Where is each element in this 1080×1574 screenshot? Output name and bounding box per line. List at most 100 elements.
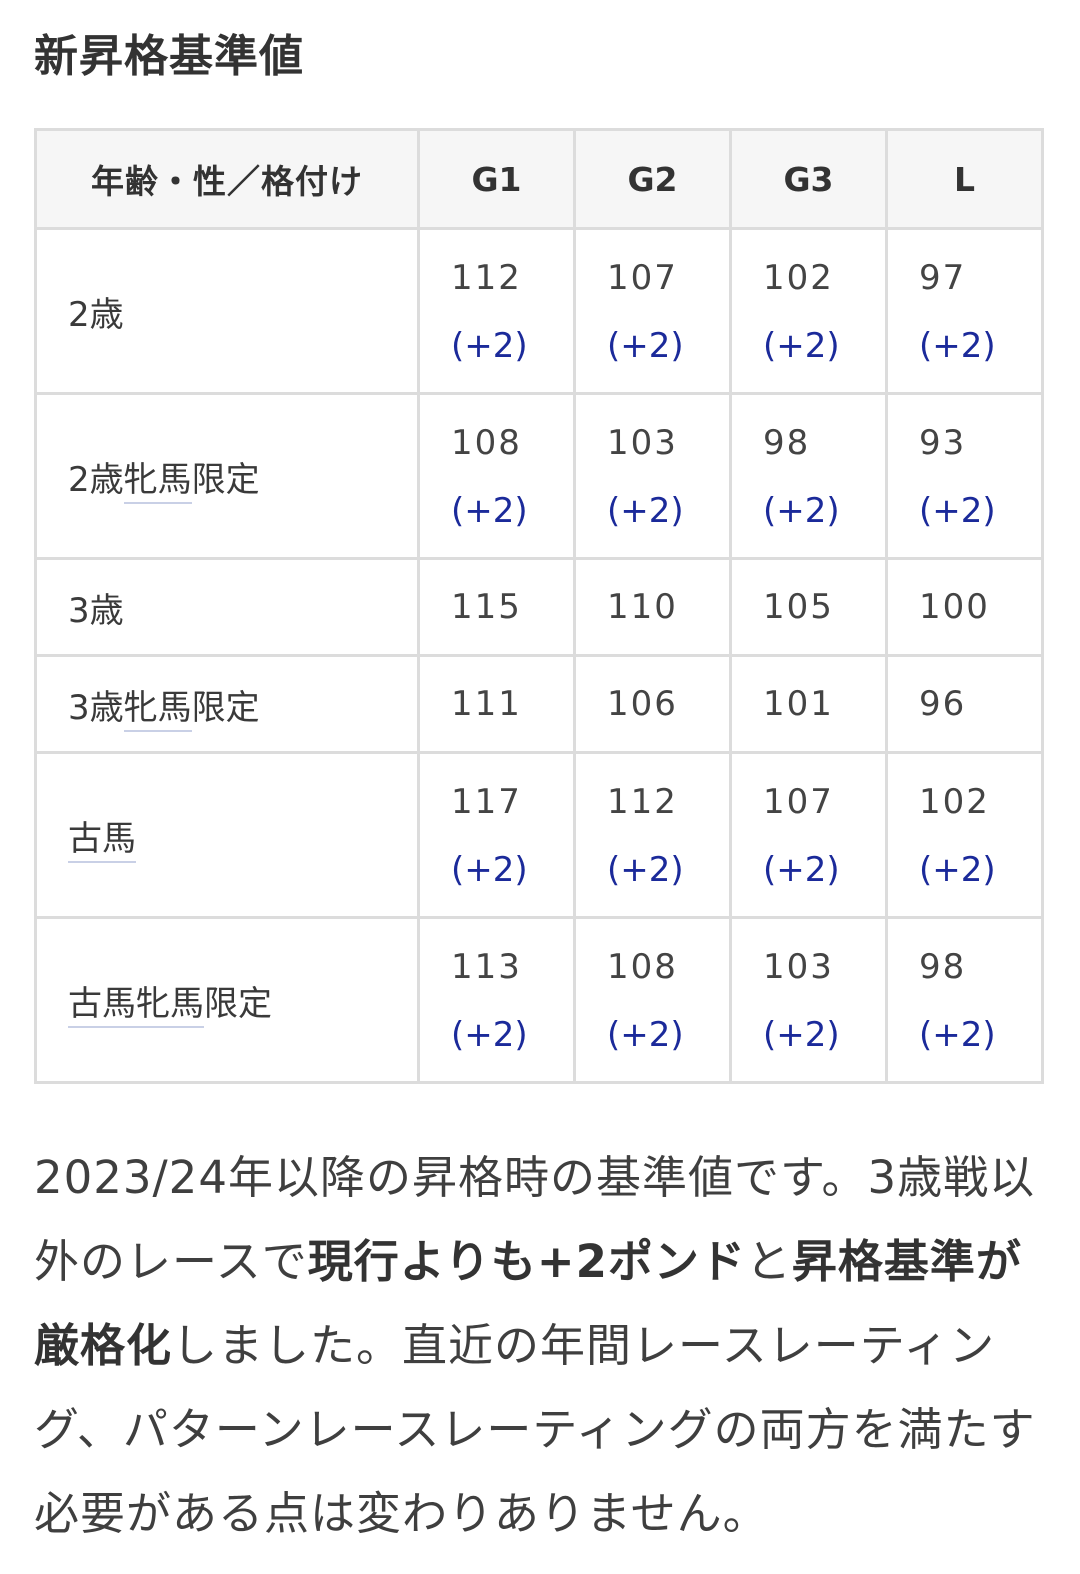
- table-row: 3歳 115 110 105 100: [34, 557, 1044, 657]
- cell-delta: (+2): [451, 1015, 528, 1055]
- row-label: 古馬: [34, 751, 420, 919]
- table-header-row: 年齢・性／格付け G1 G2 G3 L: [34, 128, 1044, 230]
- cell-value: 112: [451, 258, 522, 298]
- cell-value: 110: [607, 587, 678, 627]
- cell-delta: (+2): [919, 1015, 996, 1055]
- table-cell: 98 (+2): [729, 392, 888, 560]
- note-emphasis: 昇格基準が厳格化: [34, 1235, 1022, 1372]
- cell-value: 103: [763, 947, 834, 987]
- cell-delta: (+2): [451, 326, 528, 366]
- cell-delta: (+2): [451, 491, 528, 531]
- cell-value: 102: [919, 782, 990, 822]
- cell-value: 100: [919, 587, 990, 627]
- row-label-text: 3歳: [68, 687, 124, 728]
- cell-delta: (+2): [919, 850, 996, 890]
- table-cell: 108 (+2): [573, 916, 732, 1084]
- row-label: 3歳: [34, 557, 420, 657]
- table-row: 古馬牝馬限定 113 (+2) 108 (+2) 103 (+2) 98 (+2): [34, 916, 1044, 1084]
- table-cell: 115: [417, 557, 576, 657]
- cell-delta: (+2): [607, 326, 684, 366]
- cell-value: 111: [451, 684, 522, 724]
- header-g3: G3: [729, 128, 888, 230]
- table-row: 古馬 117 (+2) 112 (+2) 107 (+2) 102 (+2): [34, 751, 1044, 919]
- table-cell: 107 (+2): [573, 227, 732, 395]
- note-text: 2023/24年以降の昇格時の基準値です。3歳戦以外のレースで: [34, 1151, 1036, 1288]
- row-label-text: 限定: [191, 459, 260, 500]
- table-cell: 103 (+2): [573, 392, 732, 560]
- cell-delta: (+2): [763, 326, 840, 366]
- cell-value: 108: [451, 423, 522, 463]
- row-label-text: 限定: [191, 687, 260, 728]
- cell-value: 113: [451, 947, 522, 987]
- header-listed: L: [885, 128, 1044, 230]
- table-cell: 98 (+2): [885, 916, 1044, 1084]
- table-cell: 111: [417, 654, 576, 754]
- explanation-paragraph: 2023/24年以降の昇格時の基準値です。3歳戦以外のレースで現行よりも+2ポン…: [34, 1136, 1044, 1556]
- cell-value: 96: [919, 684, 967, 724]
- cell-delta: (+2): [607, 850, 684, 890]
- table-cell: 97 (+2): [885, 227, 1044, 395]
- section-heading: 新昇格基準値: [34, 31, 304, 82]
- cell-value: 112: [607, 782, 678, 822]
- cell-delta: (+2): [607, 1015, 684, 1055]
- cell-delta: (+2): [763, 1015, 840, 1055]
- cell-value: 107: [763, 782, 834, 822]
- table-cell: 110: [573, 557, 732, 657]
- cell-value: 103: [607, 423, 678, 463]
- cell-value: 98: [763, 423, 811, 463]
- table-cell: 93 (+2): [885, 392, 1044, 560]
- header-g1: G1: [417, 128, 576, 230]
- filly-link[interactable]: 牝馬: [123, 687, 192, 732]
- cell-value: 108: [607, 947, 678, 987]
- cell-value: 93: [919, 423, 967, 463]
- cell-delta: (+2): [919, 326, 996, 366]
- table-cell: 117 (+2): [417, 751, 576, 919]
- table-cell: 105: [729, 557, 888, 657]
- table-cell: 107 (+2): [729, 751, 888, 919]
- row-label: 2歳牝馬限定: [34, 392, 420, 560]
- table-cell: 96: [885, 654, 1044, 754]
- cell-value: 98: [919, 947, 967, 987]
- cell-delta: (+2): [451, 850, 528, 890]
- cell-value: 106: [607, 684, 678, 724]
- note-emphasis: 現行よりも+2ポンド: [307, 1235, 746, 1288]
- cell-value: 105: [763, 587, 834, 627]
- row-label: 2歳: [34, 227, 420, 395]
- table-row: 3歳牝馬限定 111 106 101 96: [34, 654, 1044, 754]
- cell-value: 101: [763, 684, 834, 724]
- cell-value: 117: [451, 782, 522, 822]
- cell-delta: (+2): [919, 491, 996, 531]
- promotion-criteria-table: 年齢・性／格付け G1 G2 G3 L 2歳 112 (+2) 107 (+2) 1…: [34, 128, 1044, 1084]
- row-label-text: 2歳: [68, 294, 124, 335]
- table-cell: 100: [885, 557, 1044, 657]
- row-label-text: 限定: [204, 983, 272, 1024]
- cell-delta: (+2): [763, 491, 840, 531]
- row-label: 3歳牝馬限定: [34, 654, 420, 754]
- row-label-text: 3歳: [68, 590, 124, 631]
- header-age-sex-grade: 年齢・性／格付け: [34, 128, 420, 230]
- header-g2: G2: [573, 128, 732, 230]
- older-horse-link[interactable]: 古馬: [68, 818, 136, 863]
- table-cell: 112 (+2): [573, 751, 732, 919]
- table-cell: 101: [729, 654, 888, 754]
- table-cell: 113 (+2): [417, 916, 576, 1084]
- filly-link[interactable]: 牝馬: [123, 459, 192, 504]
- cell-value: 97: [919, 258, 967, 298]
- table-cell: 108 (+2): [417, 392, 576, 560]
- table-cell: 103 (+2): [729, 916, 888, 1084]
- cell-value: 107: [607, 258, 678, 298]
- row-label-text: 2歳: [68, 459, 124, 500]
- row-label: 古馬牝馬限定: [34, 916, 420, 1084]
- cell-delta: (+2): [763, 850, 840, 890]
- table-cell: 106: [573, 654, 732, 754]
- table-row: 2歳 112 (+2) 107 (+2) 102 (+2) 97 (+2): [34, 227, 1044, 395]
- note-text: しました。直近の年間レースレーティング、パターンレースレーティングの両方を満たす…: [34, 1319, 1036, 1540]
- table-row: 2歳牝馬限定 108 (+2) 103 (+2) 98 (+2) 93 (+2): [34, 392, 1044, 560]
- older-filly-link[interactable]: 古馬牝馬: [68, 983, 204, 1028]
- table-cell: 112 (+2): [417, 227, 576, 395]
- table-cell: 102 (+2): [885, 751, 1044, 919]
- table-cell: 102 (+2): [729, 227, 888, 395]
- cell-value: 115: [451, 587, 522, 627]
- cell-value: 102: [763, 258, 834, 298]
